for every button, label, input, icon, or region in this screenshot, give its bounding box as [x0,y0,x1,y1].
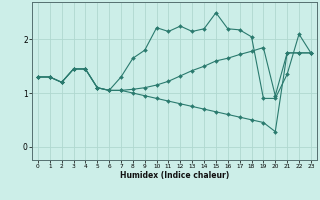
X-axis label: Humidex (Indice chaleur): Humidex (Indice chaleur) [120,171,229,180]
